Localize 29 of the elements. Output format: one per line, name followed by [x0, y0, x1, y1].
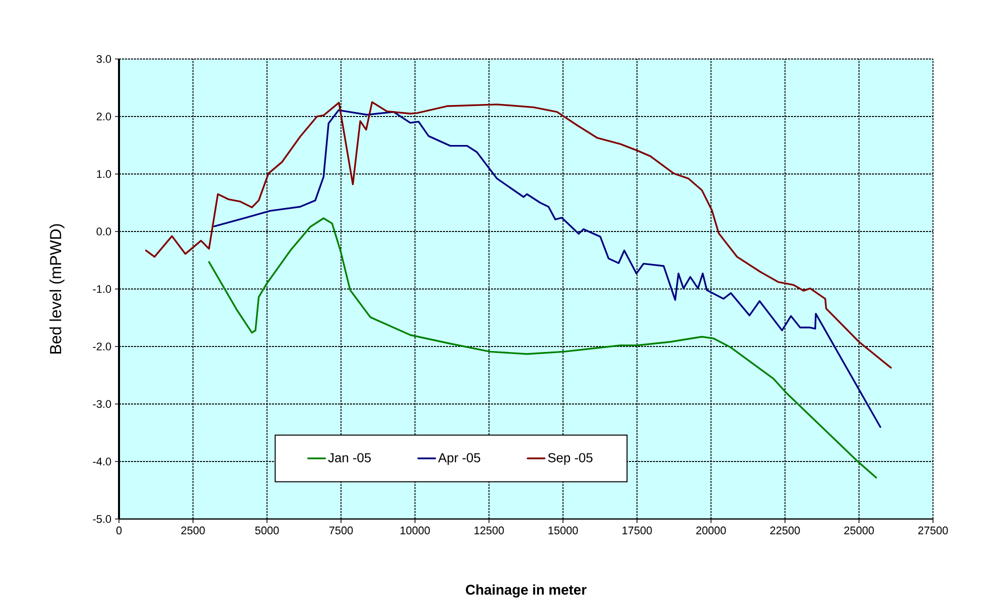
line-series — [145, 101, 892, 369]
legend-label: Jan -05 — [328, 453, 371, 462]
y-tick-label: -3.0 — [93, 400, 112, 408]
x-tick-label: 20000 — [696, 526, 726, 534]
x-tick-label: 12500 — [474, 526, 504, 534]
line-series — [213, 109, 882, 428]
y-tick-label: 0.0 — [96, 228, 112, 236]
x-tick-label: 22500 — [770, 526, 800, 534]
x-tick-label: 17500 — [622, 526, 652, 534]
x-tick-label: 25000 — [844, 526, 874, 534]
y-tick-label: -2.0 — [93, 342, 112, 350]
x-tick-label: 7500 — [329, 526, 353, 534]
legend-label: Sep -05 — [548, 453, 592, 465]
y-tick-label: -1.0 — [93, 285, 112, 293]
line-series — [208, 217, 878, 478]
y-tick-label: -4.0 — [93, 458, 112, 466]
x-tick-label: 27500 — [918, 526, 948, 534]
y-tick-label: -5.0 — [93, 515, 112, 523]
x-tick-label: 5000 — [255, 526, 279, 534]
x-tick-label: 15000 — [548, 526, 578, 534]
y-tick-label: 1.0 — [97, 170, 112, 178]
x-tick-label: 10000 — [400, 526, 430, 534]
x-tick-label: 2500 — [181, 526, 205, 534]
y-tick-label: 3.0 — [96, 55, 112, 63]
y-tick-label: 2.0 — [96, 112, 112, 120]
legend-label: Apr -05 — [438, 453, 480, 465]
y-axis-title: Bed level (mPWD) — [50, 224, 64, 354]
x-axis-title: Chainage in meter — [466, 584, 586, 598]
x-tick-label: 0 — [116, 526, 122, 534]
